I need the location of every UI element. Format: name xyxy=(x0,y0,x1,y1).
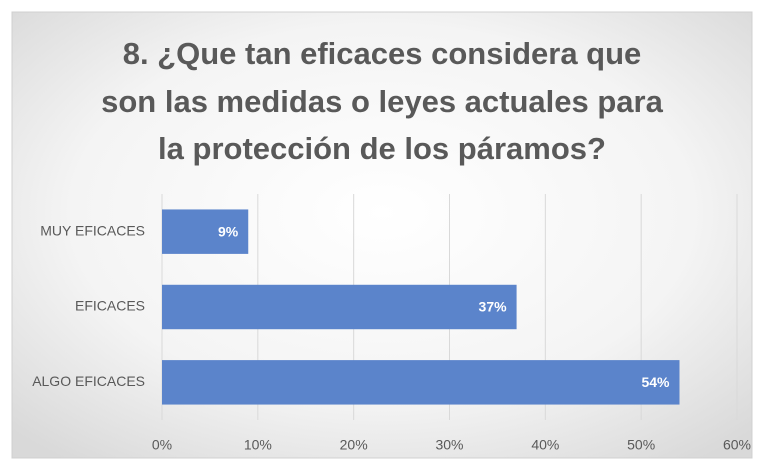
x-tick-label: 60% xyxy=(723,437,751,453)
value-label: 37% xyxy=(479,299,508,315)
bar xyxy=(162,284,517,330)
x-tick-label: 20% xyxy=(340,437,368,453)
x-tick-label: 40% xyxy=(531,437,559,453)
value-label: 54% xyxy=(641,374,670,390)
chart-title: la protección de los páramos? xyxy=(158,131,606,166)
x-tick-label: 0% xyxy=(152,437,172,453)
chart-title: 8. ¿Que tan eficaces considera que xyxy=(123,36,642,71)
bar xyxy=(162,209,249,254)
x-tick-label: 30% xyxy=(435,437,463,453)
y-tick-label: ALGO EFICACES xyxy=(32,373,145,389)
y-tick-label: EFICACES xyxy=(75,298,145,314)
bar xyxy=(162,360,680,405)
y-tick-label: MUY EFICACES xyxy=(40,222,145,238)
chart-title: son las medidas o leyes actuales para xyxy=(101,84,663,119)
x-tick-label: 50% xyxy=(627,437,655,453)
x-tick-label: 10% xyxy=(244,437,272,453)
value-label: 9% xyxy=(218,223,239,239)
